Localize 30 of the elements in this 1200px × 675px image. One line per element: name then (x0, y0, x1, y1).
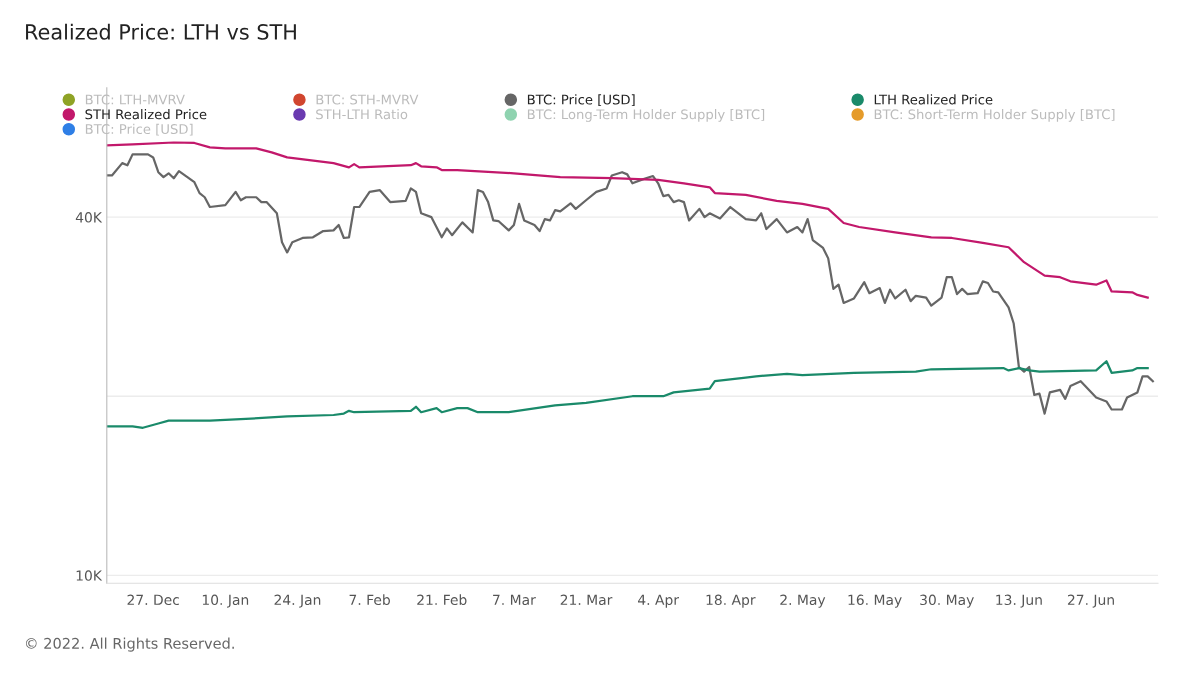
legend-label: STH-LTH Ratio (316, 109, 408, 120)
text: © 2022. All Rights Reserved. (26, 637, 234, 652)
legend-label: STH Realized Price (85, 109, 207, 120)
y-tick-label: 40K (75, 212, 103, 223)
chart-title: Realized Price: LTH vs STH (26, 23, 296, 40)
x-tick-label: 7. Mar (493, 594, 536, 606)
x-tick-label: 2. May (780, 594, 826, 608)
x-tick-label: 30. May (920, 594, 974, 608)
x-tick-label: 18. Apr (706, 594, 756, 608)
x-tick-label: 16. May (848, 594, 902, 608)
x-tick-label: 21. Feb (417, 594, 467, 606)
legend-label: BTC: Long-Term Holder Supply [BTC] (527, 109, 765, 122)
x-tick-label: 24. Jan (274, 594, 321, 608)
x-tick-label: 7. Feb (349, 594, 390, 606)
line-series (106, 360, 1149, 429)
legend-label: BTC: Price [USD] (85, 123, 193, 136)
y-tick-label: 10K (76, 570, 103, 581)
legend-label: BTC: STH-MVRV (316, 94, 419, 105)
x-tick-label: 21. Mar (560, 594, 613, 606)
x-tick-label: 10. Jan (202, 594, 249, 608)
line-series (106, 153, 1154, 415)
legend-label: BTC: Price [USD] (527, 94, 635, 107)
legend-label: LTH Realized Price (874, 94, 993, 105)
legend-label: BTC: LTH-MVRV (85, 94, 185, 105)
x-tick-label: 13. Jun (996, 594, 1042, 608)
legend-label: BTC: Short-Term Holder Supply [BTC] (874, 109, 1115, 122)
line-series (106, 141, 1149, 299)
x-tick-label: 27. Jun (1067, 594, 1114, 608)
x-tick-label: 4. Apr (638, 594, 680, 608)
x-tick-label: 27. Dec (127, 594, 179, 606)
